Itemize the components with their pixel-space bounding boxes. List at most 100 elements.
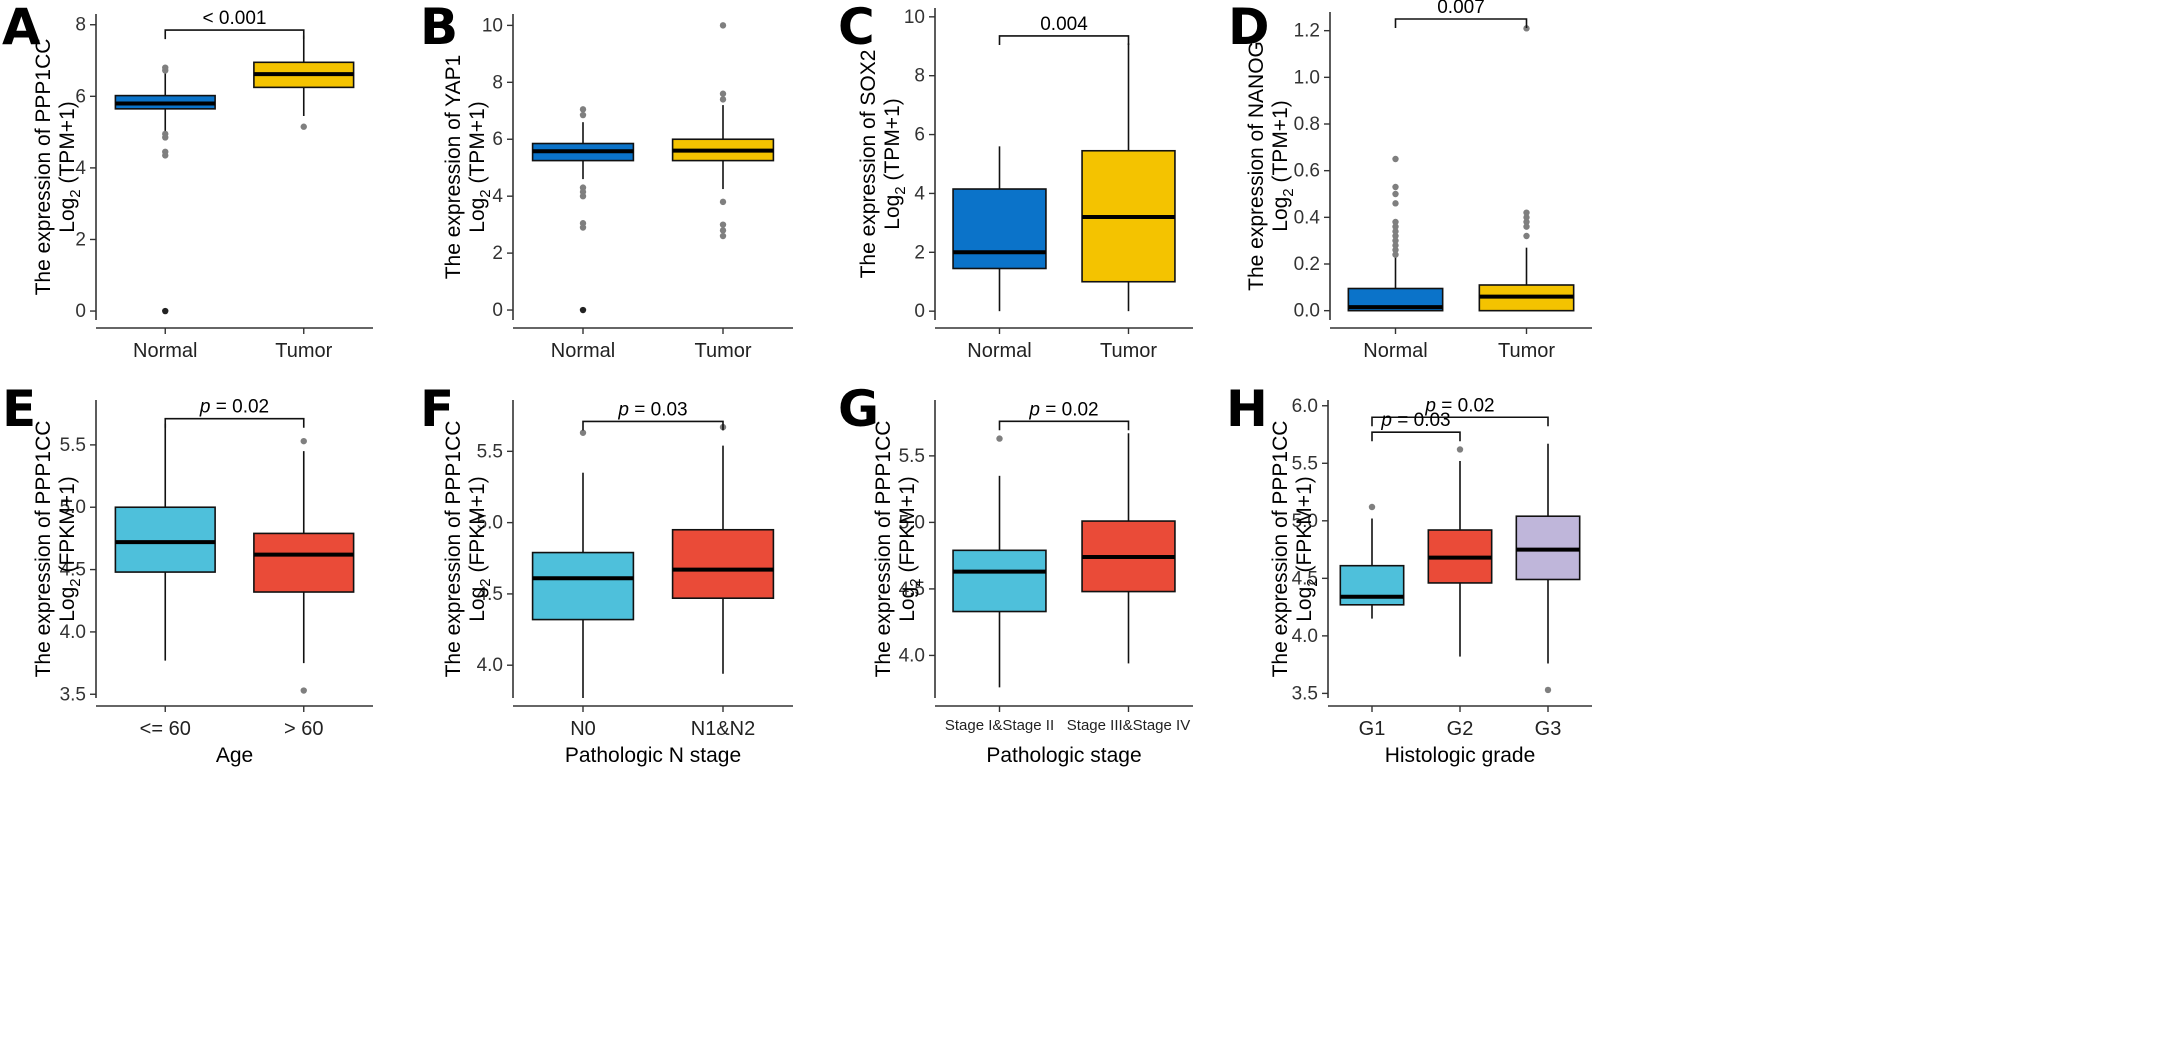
y-tick-label: 2 [914, 242, 925, 263]
y-tick-label: 10 [482, 15, 503, 36]
outlier-point [719, 22, 727, 29]
y-axis-title-unit: (TPM+1) [881, 98, 904, 186]
box-tumor [671, 22, 775, 240]
box-g2 [1427, 446, 1493, 657]
y-axis-title-subscript: 2 [477, 578, 494, 586]
bracket-label-value: = 0.02 [1441, 395, 1494, 416]
box--60 [253, 437, 355, 694]
significance-bracket: p = 0.02 [164, 397, 305, 428]
outlier-point [1523, 223, 1530, 230]
outlier-point [1456, 446, 1464, 453]
y-tick-label: 6.0 [1292, 396, 1318, 417]
box-iqr [952, 188, 1047, 270]
y-axis-title-unit: (FPKM+1) [466, 476, 489, 578]
x-tick-label: > 60 [284, 718, 323, 740]
bracket-line [164, 417, 305, 428]
y-tick-label: 6 [75, 86, 86, 107]
box-n1-n2 [671, 423, 775, 674]
bracket-line [998, 420, 1130, 431]
box-g3 [1515, 443, 1581, 694]
outlier-point [719, 96, 727, 103]
panel-a: A 0 2 4 6 8 Normal Tumor The expression of PPP1C… [2, 0, 373, 362]
outlier-point [1392, 218, 1399, 226]
significance-bracket: p = 0.02 [998, 399, 1130, 431]
y-tick-label: 8 [75, 15, 86, 36]
outlier-point [719, 232, 727, 240]
outlier-point [1523, 232, 1530, 240]
bracket-label-value: = 0.03 [634, 399, 687, 420]
outlier-point [1544, 686, 1552, 694]
y-axis-title-line2: Log [56, 198, 79, 233]
panel-letter: C [838, 0, 875, 56]
y-axis-title: The expression of PPP1CCLog2 (FPKM+1) [32, 421, 84, 678]
y-axis-title-line1: The expression of YAP1 [442, 55, 465, 280]
x-axis-title: Age [216, 744, 253, 767]
y-tick-label: 4 [75, 158, 86, 179]
y-tick-label: 1.0 [1294, 67, 1320, 88]
bracket-line [164, 29, 305, 40]
bracket-line [1371, 416, 1549, 427]
outlier-point [719, 227, 727, 234]
bracket-label-value: 0.004 [1040, 14, 1088, 35]
outlier-point [719, 221, 727, 228]
outlier-point [1392, 183, 1399, 191]
y-tick-label: 3.5 [1292, 683, 1318, 704]
outlier-point [1392, 228, 1399, 235]
y-axis-title: The expression of YAP1Log2 (TPM+1) [442, 55, 494, 280]
outlier-point [1523, 209, 1530, 216]
y-tick-label: 0 [75, 301, 86, 322]
box-g1 [1339, 503, 1405, 619]
bracket-label-p: p [199, 397, 216, 418]
bracket-label: p = 0.02 [199, 397, 269, 418]
x-tick-label: Tumor [275, 340, 332, 362]
y-tick-label: 4.0 [899, 645, 925, 666]
outlier-point [1523, 214, 1530, 221]
x-tick-label: G1 [1359, 718, 1386, 740]
panel-letter: B [420, 0, 458, 56]
x-tick-label: Normal [967, 340, 1031, 362]
outlier-point [1392, 200, 1399, 207]
y-tick-label: 10 [904, 7, 925, 28]
outlier-point [1392, 237, 1399, 244]
y-tick-label: 4.5 [1292, 568, 1318, 589]
outlier-point [579, 111, 587, 119]
y-tick-label: 3.5 [60, 684, 86, 705]
y-axis-title-line2: Log [466, 198, 489, 233]
outlier-point [300, 687, 307, 694]
y-tick-label: 5.0 [899, 512, 925, 533]
y-axis-title-line1: The expression of PPP1CC [1269, 421, 1292, 678]
panel-d: D 0.0 0.2 0.4 0.6 0.8 1.0 1.2 Normal Tumor The exp… [1228, 0, 1592, 362]
y-tick-label: 5.5 [477, 441, 503, 462]
box-iqr [671, 528, 775, 599]
box-iqr [952, 549, 1047, 613]
y-tick-label: 1.2 [1294, 21, 1320, 42]
box-iqr [253, 532, 355, 593]
y-tick-label: 4 [492, 186, 503, 207]
outlier-point [162, 134, 169, 141]
box--60 [114, 423, 216, 661]
y-tick-label: 0.2 [1294, 254, 1320, 275]
y-axis-title-line2: Log [56, 587, 79, 622]
bracket-label: p = 0.02 [1028, 399, 1098, 420]
x-tick-label: Normal [133, 340, 197, 362]
panel-letter: E [2, 380, 36, 438]
y-tick-label: 0 [914, 301, 925, 322]
bracket-label-value: 0.007 [1437, 0, 1485, 18]
x-tick-label: Tumor [1100, 340, 1157, 362]
y-tick-label: 5.0 [60, 497, 86, 518]
outlier-point [719, 198, 727, 206]
bracket-line [582, 420, 724, 431]
significance-bracket: 0.004 [998, 14, 1130, 45]
y-tick-label: 4.5 [899, 579, 925, 600]
y-axis-title-unit: (TPM+1) [1269, 100, 1292, 188]
outlier-point [1523, 25, 1530, 32]
y-axis-title-subscript: 2 [907, 578, 924, 586]
bracket-label-p: p [1380, 410, 1397, 431]
x-tick-label: Stage I&Stage II [945, 717, 1054, 734]
bracket-line [998, 35, 1130, 45]
outlier-point [162, 307, 169, 315]
y-axis-title-unit: (TPM+1) [56, 101, 79, 189]
y-axis-title: The expression of PPP1CCLog2 (FPKM+1) [1269, 421, 1321, 678]
